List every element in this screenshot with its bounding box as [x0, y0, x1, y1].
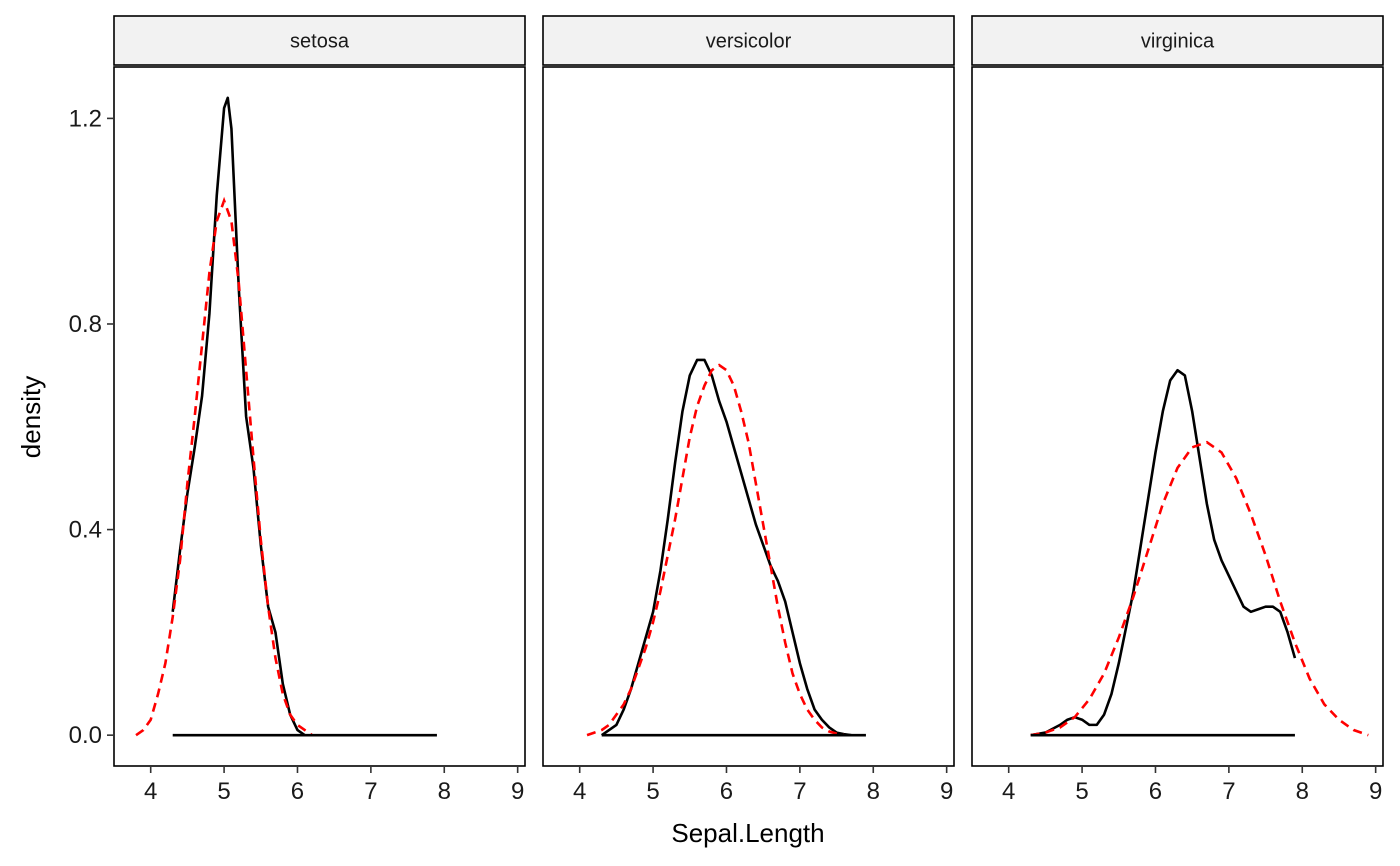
normal-curve-virginica — [1030, 440, 1369, 737]
normal-curve-setosa — [135, 196, 313, 737]
x-tick-label-versicolor-8: 8 — [867, 778, 880, 805]
panel-setosa: setosa 4 5 6 7 8 9 0.0 0.4 0.8 1.2 — [69, 15, 526, 805]
x-tick-label-versicolor-5: 5 — [646, 778, 659, 805]
panels-layer: setosa 4 5 6 7 8 9 0.0 0.4 0.8 1.2 versicolor 4 5 6 7 8 9… — [69, 15, 1384, 805]
panel-versicolor: versicolor 4 5 6 7 8 9 — [542, 15, 955, 805]
strip-setosa — [113, 15, 526, 66]
y-tick-label-0.8: 0.8 — [69, 311, 102, 338]
strip-virginica — [971, 15, 1384, 66]
density-curve-virginica — [1030, 368, 1297, 737]
strip-versicolor — [542, 15, 955, 66]
x-tick-label-virginica-8: 8 — [1296, 778, 1309, 805]
x-tick-label-versicolor-9: 9 — [940, 778, 953, 805]
x-tick-label-versicolor-4: 4 — [573, 778, 586, 805]
density-curve-versicolor — [600, 358, 852, 737]
x-tick-label-virginica-4: 4 — [1002, 778, 1015, 805]
y-tick-label-0.4: 0.4 — [69, 517, 102, 544]
x-tick-label-virginica-5: 5 — [1075, 778, 1088, 805]
density-curve-setosa — [171, 96, 306, 737]
x-tick-label-virginica-6: 6 — [1149, 778, 1162, 805]
x-tick-label-setosa-4: 4 — [144, 778, 157, 805]
strip-label-virginica: virginica — [1141, 31, 1215, 53]
panel-frame-setosa — [113, 66, 526, 767]
x-tick-label-versicolor-6: 6 — [720, 778, 733, 805]
x-tick-label-virginica-9: 9 — [1369, 778, 1382, 805]
panel-virginica: virginica 4 5 6 7 8 9 — [971, 15, 1384, 805]
strip-label-setosa: setosa — [290, 31, 350, 53]
panel-frame-virginica — [971, 66, 1384, 767]
x-tick-label-setosa-5: 5 — [217, 778, 230, 805]
normal-curve-versicolor — [586, 363, 845, 737]
x-tick-label-setosa-8: 8 — [438, 778, 451, 805]
x-tick-label-versicolor-7: 7 — [793, 778, 806, 805]
x-tick-label-setosa-9: 9 — [511, 778, 524, 805]
x-axis-title: Sepal.Length — [671, 818, 824, 848]
y-tick-label-0.0: 0.0 — [69, 722, 102, 749]
y-axis-title: density — [16, 376, 46, 458]
x-tick-label-setosa-7: 7 — [364, 778, 377, 805]
x-tick-label-virginica-7: 7 — [1222, 778, 1235, 805]
y-tick-label-1.2: 1.2 — [69, 105, 102, 132]
strip-label-versicolor: versicolor — [706, 31, 792, 53]
panel-frame-versicolor — [542, 66, 955, 767]
x-tick-label-setosa-6: 6 — [291, 778, 304, 805]
